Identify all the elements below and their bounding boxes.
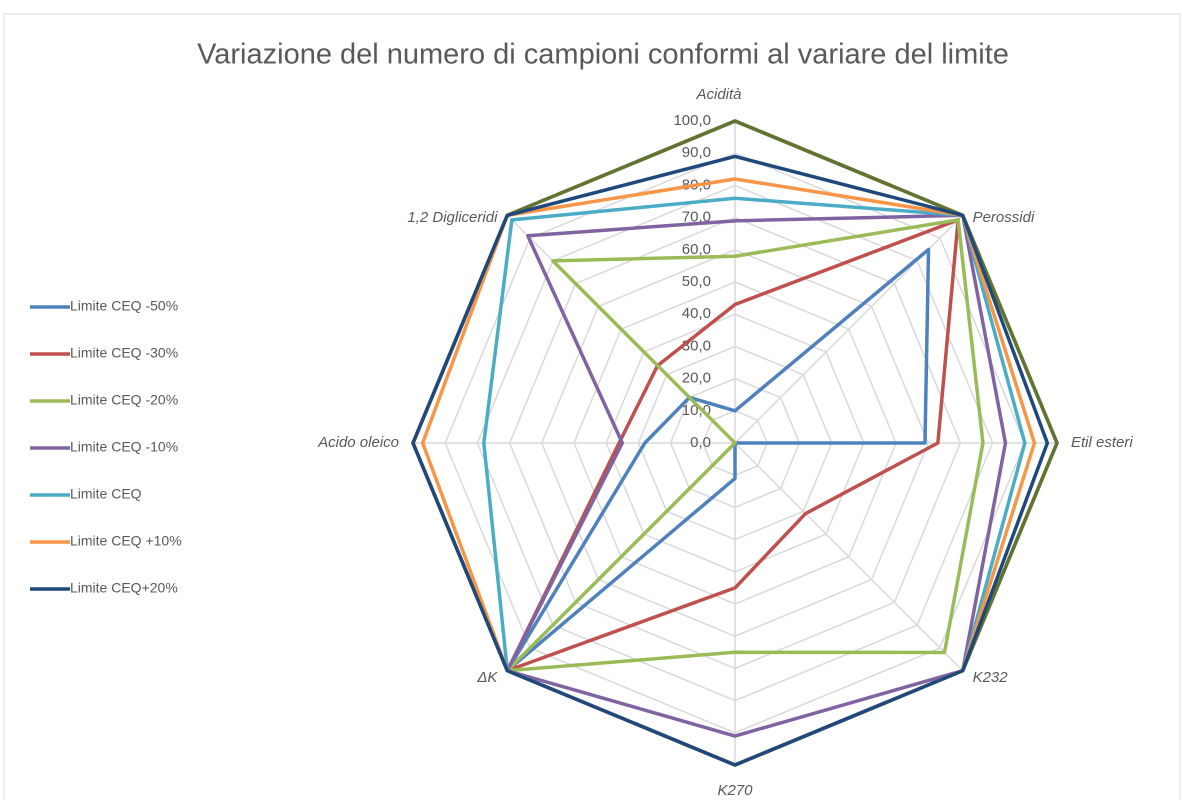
series-line	[505, 213, 1008, 738]
chart-border	[3, 13, 1181, 800]
legend-label: Limite CEQ -50%	[70, 298, 178, 314]
r-tick-label: 40,0	[682, 305, 711, 322]
series-line	[505, 218, 985, 673]
legend-label: Limite CEQ +10%	[70, 533, 182, 549]
axis-label: K270	[717, 782, 753, 799]
axis-label: Acidità	[695, 86, 741, 103]
legend-label: Limite CEQ -20%	[70, 392, 178, 408]
r-tick-label: 0,0	[690, 434, 711, 451]
legend-label: Limite CEQ -10%	[70, 439, 178, 455]
r-tick-label: 20,0	[682, 370, 711, 387]
r-tick-label: 90,0	[682, 144, 711, 161]
r-tick-label: 50,0	[682, 273, 711, 290]
r-tick-label: 70,0	[682, 209, 711, 226]
series-line	[505, 218, 960, 673]
legend-label: Limite CEQ+20%	[70, 580, 178, 596]
series-line	[505, 247, 931, 673]
r-tick-label: 60,0	[682, 241, 711, 258]
axis-label: Perossidi	[973, 209, 1035, 226]
chart-title: Variazione del numero di campioni confor…	[197, 39, 1009, 71]
axis-label: ΔK	[476, 669, 498, 686]
axis-label: K232	[973, 669, 1009, 686]
axis-label: Acido oleico	[317, 434, 399, 451]
r-tick-label: 10,0	[682, 402, 711, 419]
spoke	[734, 442, 964, 672]
series-line	[411, 154, 1050, 767]
r-tick-label: 30,0	[682, 337, 711, 354]
legend-label: Limite CEQ	[70, 486, 142, 502]
axis-label: Etil esteri	[1071, 434, 1133, 451]
axis-label: 1,2 Digliceridi	[407, 209, 498, 226]
legend-label: Limite CEQ -30%	[70, 345, 178, 361]
r-tick-label: 100,0	[673, 112, 711, 129]
